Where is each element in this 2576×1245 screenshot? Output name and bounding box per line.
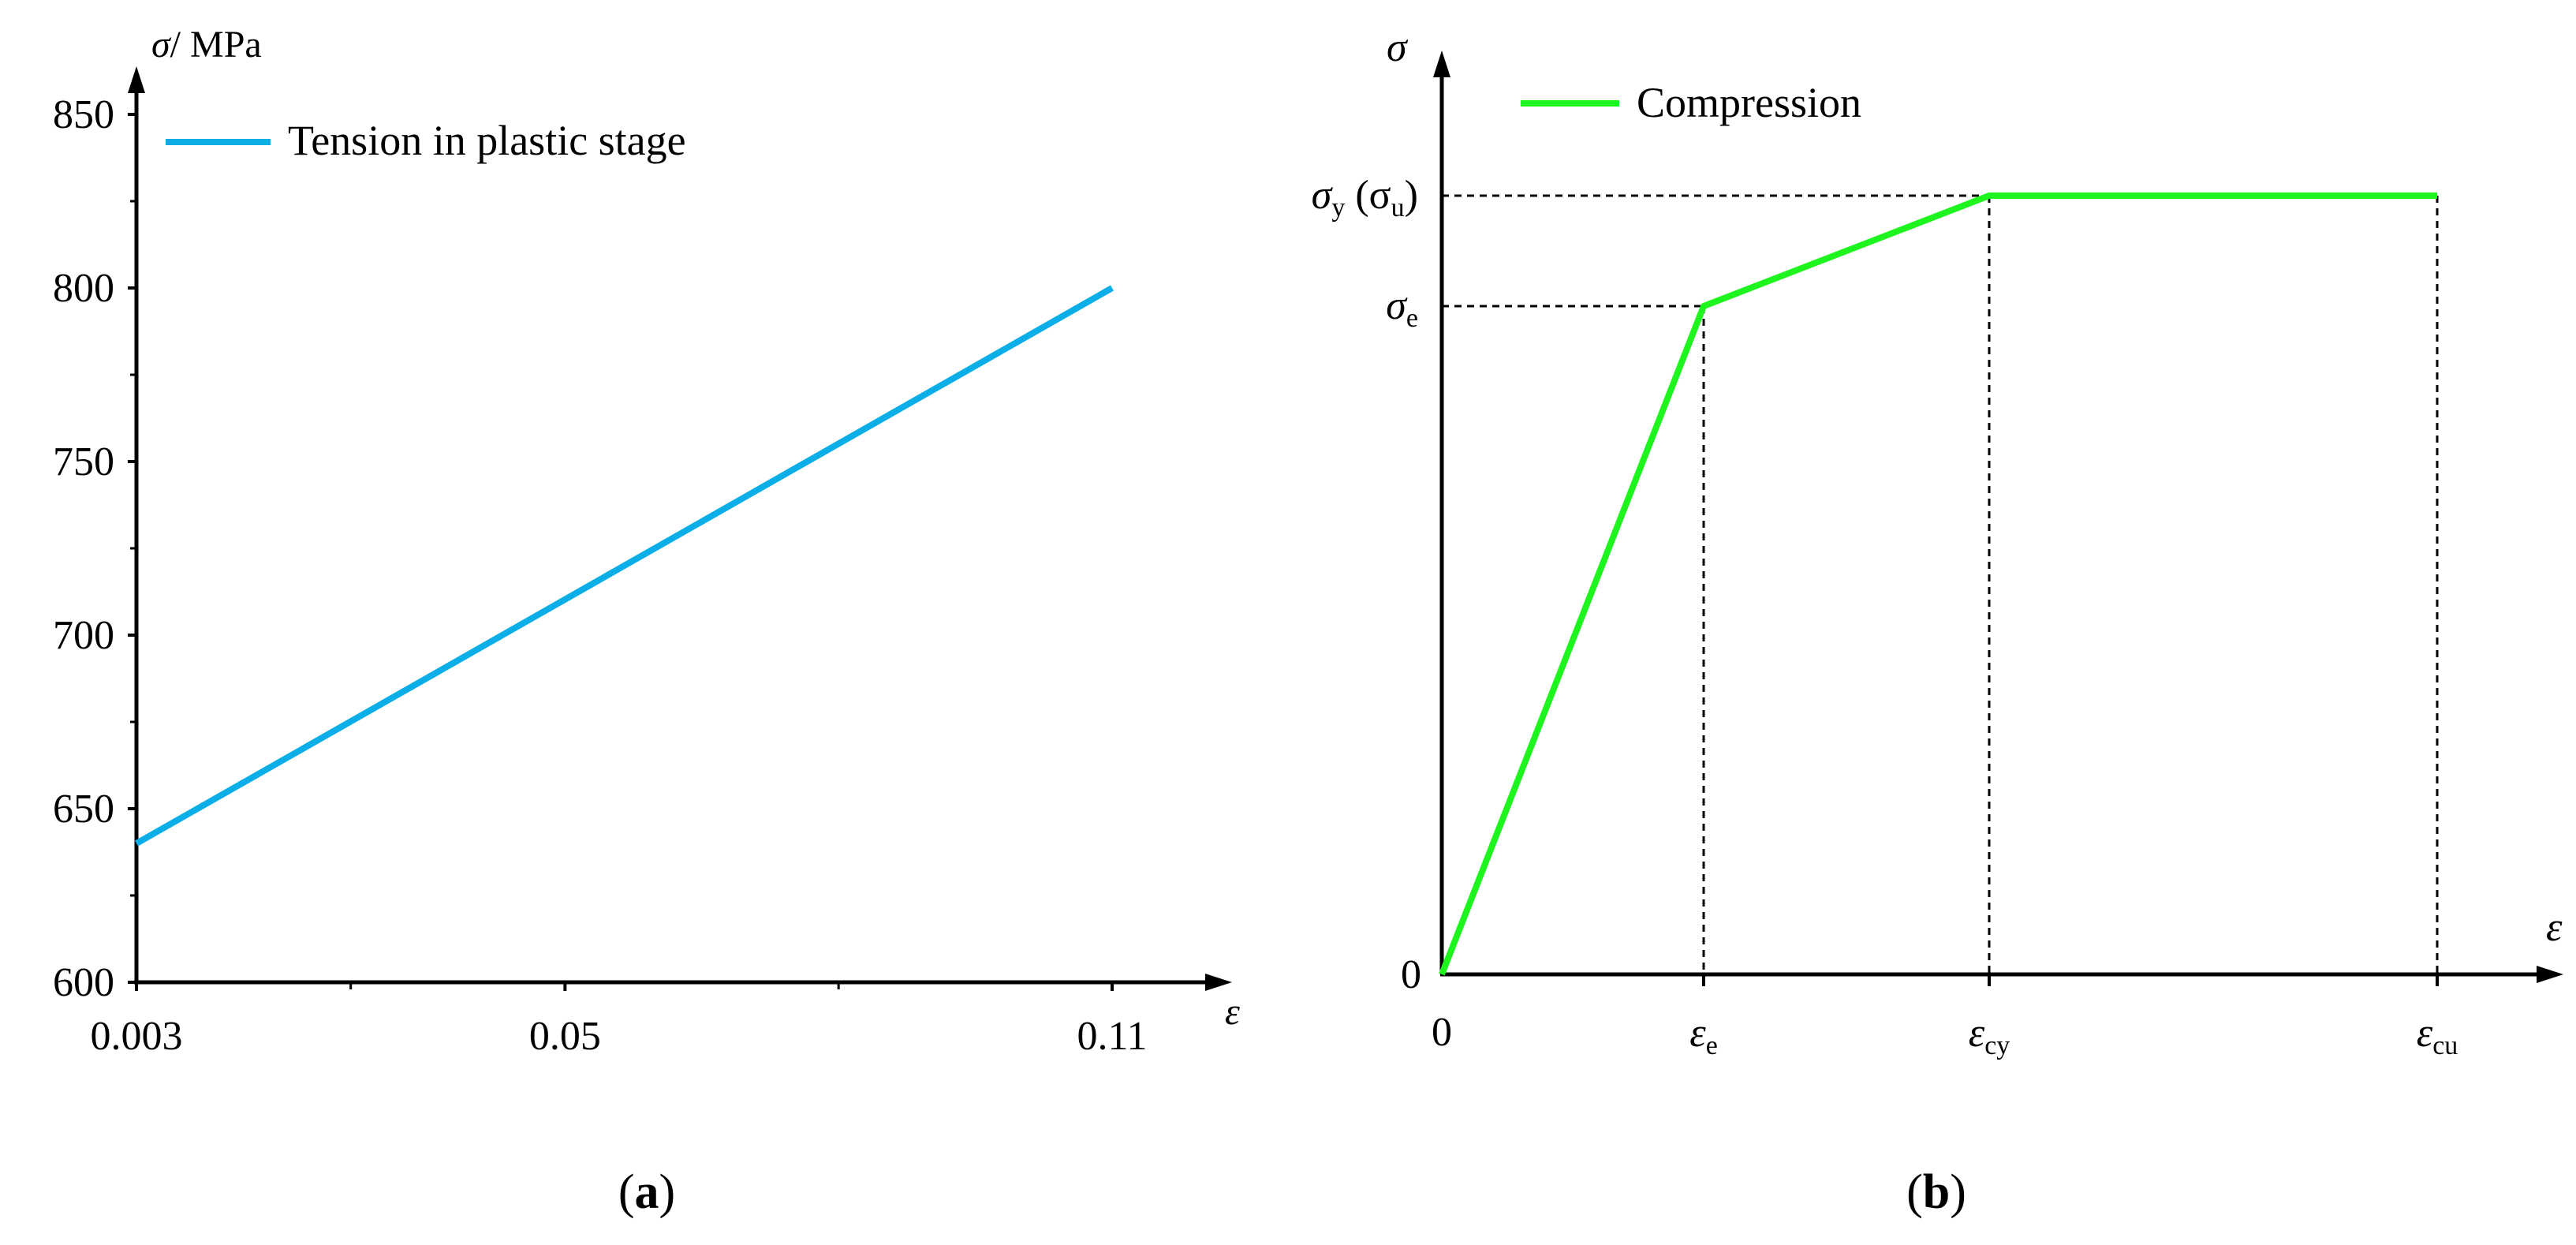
panel-a-y-axis-label: σ/ MPa [151, 24, 262, 65]
panel-b-x-ticks [1702, 974, 2439, 986]
panel-b-origin-y-label: 0 [1401, 952, 1421, 997]
panel-b-caption: (b) [1906, 1165, 1966, 1219]
panel-a-x-axis-label: ε [1225, 991, 1240, 1033]
panel-a-x-tick-label: 0.11 [1077, 1014, 1147, 1059]
panel-a-series [135, 285, 1114, 847]
panel-a-y-axis-arrow [128, 66, 145, 93]
panel-b-x-axis-arrow [2537, 966, 2563, 983]
panel-a-y-tick-label: 750 [53, 439, 114, 484]
panel-a-legend-label: Tension in plastic stage [288, 117, 686, 164]
panel-a-y-tick-label: 700 [53, 613, 114, 658]
panel-b-eps-cu-label: εcu [2417, 1011, 2458, 1060]
panel-b-eps-e-label: εe [1689, 1011, 1718, 1060]
panel-a-y-tick-label: 850 [53, 92, 114, 137]
panel-a-x-tick-label: 0.003 [91, 1014, 183, 1059]
panel-a-x-tick-label: 0.05 [529, 1014, 601, 1059]
panel-a-y-tick-label: 600 [53, 960, 114, 1005]
panel-b-eps-cy-label: εcy [1969, 1011, 2010, 1060]
panel-a-y-ticks: 600 650 700 750 800 850 [53, 92, 136, 1005]
panel-b-compression-chart: σ ε 0 0 σy (σu) σe εe εcy εcu Compressio… [1312, 25, 2563, 1219]
panel-b-sigma-e-label: σe [1386, 283, 1418, 333]
panel-b-origin-x-label: 0 [1432, 1010, 1452, 1055]
panel-b-compression-series [1439, 193, 2437, 976]
panel-a-y-tick-label: 650 [53, 787, 114, 832]
panel-b-legend-label: Compression [1637, 79, 1861, 126]
panel-b-guide-lines [1442, 194, 2439, 974]
panel-a-x-ticks: 0.003 0.05 0.11 [91, 982, 1148, 1059]
panel-a-y-tick-label: 800 [53, 266, 114, 311]
panel-b-x-axis-label: ε [2546, 905, 2563, 950]
panel-b-sigma-y-label: σy (σu) [1312, 173, 1418, 222]
panel-b-y-axis-arrow [1433, 50, 1450, 77]
panel-a-caption: (a) [618, 1165, 675, 1219]
panel-a-x-axis-arrow [1205, 974, 1232, 991]
panel-a-tension-series [135, 285, 1114, 847]
panel-b-y-axis-label: σ [1387, 25, 1409, 70]
